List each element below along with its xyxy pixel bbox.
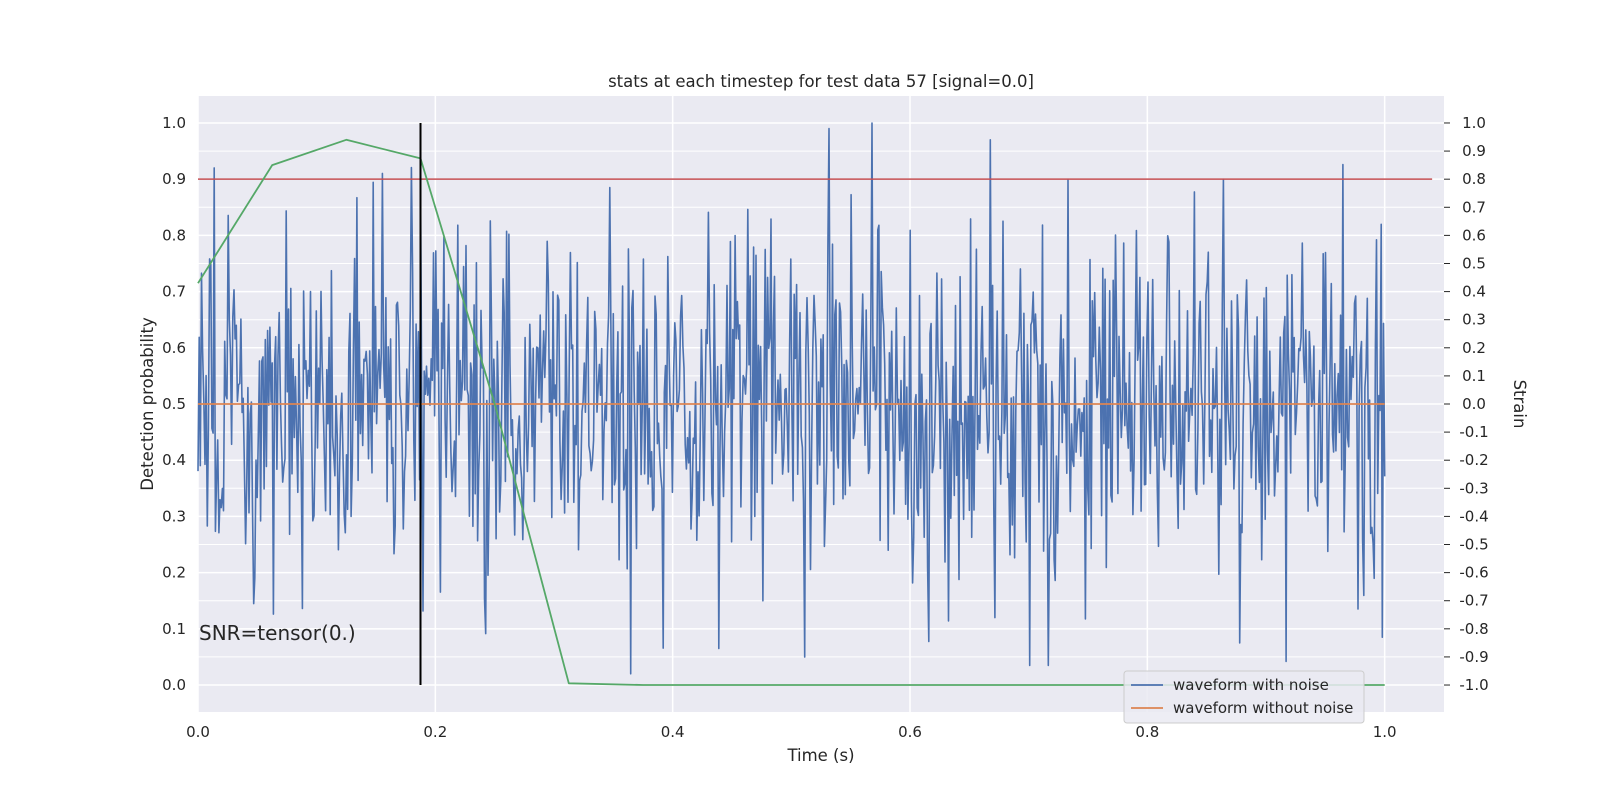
legend-frame xyxy=(1123,670,1365,724)
legend: waveform with noise waveform without noi… xyxy=(1123,670,1365,724)
y-tick-label-right: -0.5 xyxy=(1459,536,1488,554)
y-tick-label-right: -0.8 xyxy=(1459,620,1488,638)
chart-title: stats at each timestep for test data 57 … xyxy=(608,72,1034,91)
y-tick-label-right: -0.6 xyxy=(1459,564,1488,582)
y-tick-label-right: 0.9 xyxy=(1462,142,1486,160)
y-tick-label-right: -0.1 xyxy=(1459,423,1488,441)
y-tick-label-left: 0.3 xyxy=(162,507,186,525)
y-axis-label-right: Strain xyxy=(1510,380,1529,429)
y-tick-label-left: 0.7 xyxy=(162,283,186,301)
y-tick-label-right: -0.4 xyxy=(1459,507,1488,525)
waveform-with-noise-line xyxy=(197,122,1386,675)
y-tick-label-left: 0.6 xyxy=(162,339,186,357)
x-tick-label: 0.6 xyxy=(898,723,922,741)
y-tick-label-right: -0.9 xyxy=(1459,648,1488,666)
y-tick-label-right: 0.1 xyxy=(1462,367,1486,385)
y-tick-label-right: 0.4 xyxy=(1462,283,1486,301)
x-axis-label: Time (s) xyxy=(786,746,854,765)
y-tick-label-left: 0.9 xyxy=(162,170,186,188)
y-tick-label-left: 0.4 xyxy=(162,451,186,469)
x-tick-label: 0.2 xyxy=(423,723,447,741)
y-tick-label-right: 0.7 xyxy=(1462,198,1486,216)
x-tick-label: 0.0 xyxy=(186,723,210,741)
y-tick-label-right: 1.0 xyxy=(1462,114,1486,132)
x-tick-label: 1.0 xyxy=(1373,723,1397,741)
y-tick-label-left: 0.8 xyxy=(162,226,186,244)
y-tick-label-right: 0.5 xyxy=(1462,254,1486,272)
snr-annotation: SNR=tensor(0.) xyxy=(199,621,356,645)
y-tick-label-right: -0.7 xyxy=(1459,592,1488,610)
y-tick-label-left: 1.0 xyxy=(162,114,186,132)
y-tick-label-right: -1.0 xyxy=(1459,676,1488,694)
y-tick-label-left: 0.5 xyxy=(162,395,186,413)
ticks: 0.0 0.2 0.4 0.6 0.8 1.0 0.0 0.1 0.2 0.3 0.4 0.5 0.6 0… xyxy=(162,114,1489,741)
x-tick-label: 0.8 xyxy=(1135,723,1159,741)
legend-label-clean: waveform without noise xyxy=(1173,699,1353,717)
y-axis-label-left: Detection probability xyxy=(138,317,157,491)
y-tick-label-right: 0.0 xyxy=(1462,395,1486,413)
y-tick-label-left: 0.2 xyxy=(162,564,186,582)
y-tick-label-right: 0.6 xyxy=(1462,226,1486,244)
y-tick-label-right: 0.8 xyxy=(1462,170,1486,188)
y-tick-label-right: -0.2 xyxy=(1459,451,1488,469)
legend-label-noise: waveform with noise xyxy=(1173,676,1329,694)
y-tick-label-right: -0.3 xyxy=(1459,479,1488,497)
y-tick-label-left: 0.1 xyxy=(162,620,186,638)
x-tick-label: 0.4 xyxy=(661,723,685,741)
y-tick-label-left: 0.0 xyxy=(162,676,186,694)
y-tick-label-right: 0.2 xyxy=(1462,339,1486,357)
y-tick-label-right: 0.3 xyxy=(1462,311,1486,329)
